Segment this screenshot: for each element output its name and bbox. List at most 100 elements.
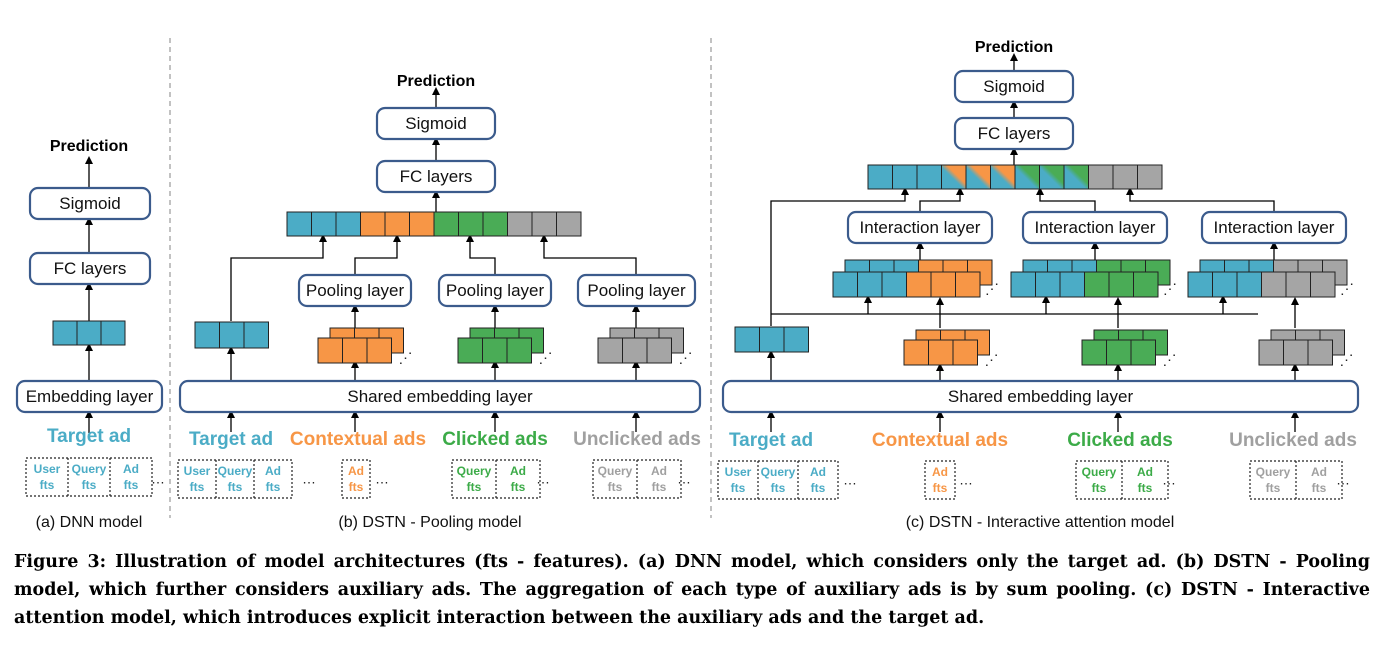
feature-label: fts	[190, 480, 205, 494]
interaction-input-cell	[1236, 271, 1262, 298]
embedding-layer-box	[15, 379, 164, 414]
concat-cell	[892, 164, 918, 190]
concat-cell	[916, 164, 942, 190]
fc-layers-box	[953, 116, 1075, 151]
ellipsis-mark: ⋰	[679, 350, 693, 366]
pooling-layer-box	[576, 273, 697, 308]
feature-label: Ad	[651, 464, 667, 478]
sigmoid-box-label: Sigmoid	[59, 194, 120, 213]
figure-caption: Figure 3: Illustration of model architec…	[14, 552, 1370, 628]
subtitle-b: (b) DSTN - Pooling model	[338, 514, 521, 531]
interaction-layer-box-label: Interaction layer	[1035, 218, 1156, 237]
concat-cell	[1137, 164, 1163, 190]
interaction-layer-box-label: Interaction layer	[1214, 218, 1335, 237]
feature-label: fts	[933, 481, 948, 495]
feature-label: Ad	[510, 464, 526, 478]
interaction-input-cell	[881, 271, 907, 298]
concat-cell	[1063, 164, 1089, 190]
interaction-layer-box	[1200, 210, 1348, 245]
feature-label: fts	[266, 480, 281, 494]
ellipsis-mark: ⋰	[399, 350, 413, 366]
feature-label: fts	[1312, 481, 1327, 495]
feature-group	[177, 459, 293, 499]
connector-line	[770, 187, 909, 326]
feature-label: Query	[457, 464, 492, 478]
target-embedding-cell	[734, 326, 760, 353]
ellipsis-mark: …	[536, 471, 550, 487]
feature-label: fts	[811, 481, 826, 495]
ellipsis-mark: …	[1336, 472, 1350, 488]
feature-label: Query	[761, 465, 796, 479]
target-embedding-cell	[76, 320, 102, 346]
connector-line	[1036, 187, 1096, 212]
feature-label: fts	[652, 480, 667, 494]
pooling-layer-box-label: Pooling layer	[446, 281, 545, 300]
target-embedding-cell	[783, 326, 809, 353]
feature-label: User	[184, 464, 211, 478]
prediction-label: Prediction	[397, 73, 475, 90]
connector-line	[1126, 187, 1275, 212]
clicked-embedding-cell	[482, 337, 508, 364]
feature-label: fts	[731, 481, 746, 495]
connector-line	[466, 234, 496, 275]
connector-lines	[85, 38, 1299, 518]
interaction-input-cell	[1310, 271, 1336, 298]
feature-group	[341, 459, 371, 499]
shared-embedding-layer-box	[178, 379, 702, 414]
feature-label: fts	[771, 481, 786, 495]
ellipsis-mark: ⋰	[1340, 352, 1354, 368]
feature-group	[717, 460, 839, 500]
diagram-labels: Prediction Sigmoid FC layers Embedding laye…	[26, 39, 1357, 531]
feature-label: fts	[608, 480, 623, 494]
interaction-input-cell	[930, 271, 956, 298]
interaction-layer-box	[846, 210, 994, 245]
feature-label: Query	[1082, 465, 1117, 479]
concat-cell	[990, 164, 1016, 190]
ellipsis-mark: ⋰	[1163, 281, 1177, 297]
interaction-input-cell	[955, 271, 981, 298]
unclicked-ads-heading: Unclicked ads	[1229, 430, 1357, 451]
feature-label: Query	[1256, 465, 1291, 479]
sigmoid-box	[953, 69, 1075, 104]
interaction-input-cell	[1108, 271, 1134, 298]
shared-embedding-layer-box-label: Shared embedding layer	[347, 387, 533, 406]
fc-layers-box	[28, 251, 152, 286]
contextual-embedding-cell	[342, 337, 368, 364]
prediction-label: Prediction	[50, 138, 128, 155]
architecture-diagram: Prediction Sigmoid FC layers Embedding laye…	[15, 38, 1360, 531]
unclicked-embedding-cell	[1307, 339, 1333, 366]
concat-cell	[311, 211, 337, 237]
interaction-input-cell	[832, 271, 858, 298]
contextual-ads-heading: Contextual ads	[872, 430, 1008, 451]
interaction-input-cell	[1035, 271, 1061, 298]
feature-label: Ad	[810, 465, 826, 479]
pooling-layer-box	[437, 273, 553, 308]
feature-label: fts	[467, 480, 482, 494]
pooling-layer-box-label: Pooling layer	[587, 281, 686, 300]
target-ad-heading: Target ad	[47, 426, 131, 447]
concat-cell	[1112, 164, 1138, 190]
sigmoid-box-label: Sigmoid	[983, 77, 1044, 96]
interaction-layer-box-label: Interaction layer	[860, 218, 981, 237]
concat-cell	[507, 211, 533, 237]
interaction-input-cell	[1133, 271, 1159, 298]
concat-cell	[531, 211, 557, 237]
ellipsis-mark: …	[1162, 472, 1176, 488]
clicked-embedding-cell	[1081, 339, 1107, 366]
concat-cell	[941, 164, 967, 190]
target-embedding-cell	[219, 321, 245, 349]
interaction-input-cell	[1285, 271, 1311, 298]
ellipsis-mark: ⋰	[985, 352, 999, 368]
feature-label: Ad	[348, 464, 364, 478]
target-embedding-cell	[759, 326, 785, 353]
ellipsis-mark: …	[302, 471, 316, 487]
fc-layers-box-label: FC layers	[978, 124, 1051, 143]
concat-cell	[335, 211, 361, 237]
subtitle-c: (c) DSTN - Interactive attention model	[906, 514, 1175, 531]
sigmoid-box-label: Sigmoid	[405, 114, 466, 133]
target-embedding-cell	[52, 320, 78, 346]
interaction-input-cell	[1212, 271, 1238, 298]
feature-group	[25, 457, 153, 497]
concat-cell	[1014, 164, 1040, 190]
contextual-embedding-cell	[903, 339, 929, 366]
